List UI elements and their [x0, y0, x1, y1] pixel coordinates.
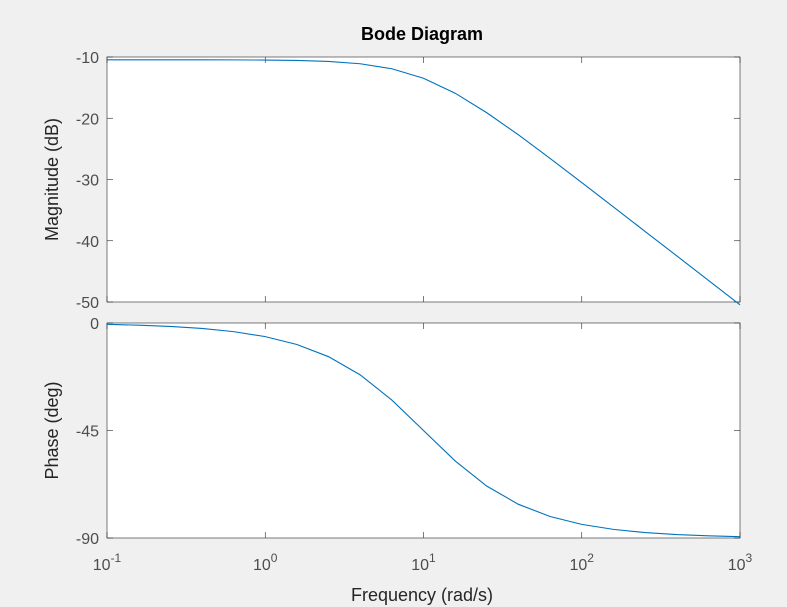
- x-tick-base: 10: [93, 557, 111, 574]
- chart-title: Bode Diagram: [361, 24, 483, 44]
- y-tick-label: -10: [76, 50, 99, 67]
- x-tick-base: 10: [728, 557, 746, 574]
- x-tick-base: 10: [411, 557, 429, 574]
- x-tick-label: 100: [253, 551, 278, 574]
- x-axis-label: Frequency (rad/s): [351, 585, 493, 605]
- y-tick-label: -45: [76, 424, 99, 441]
- y-axis-label: Phase (deg): [42, 381, 62, 479]
- y-tick-label: -20: [76, 111, 99, 128]
- x-tick-exponent: 2: [587, 551, 594, 565]
- x-tick-base: 10: [570, 557, 588, 574]
- x-tick-exponent: -1: [111, 551, 122, 565]
- y-tick-label: -30: [76, 173, 99, 190]
- plot-area: [106, 56, 741, 303]
- x-tick-exponent: 0: [271, 551, 278, 565]
- y-tick-label: 0: [90, 316, 99, 333]
- y-axis-label: Magnitude (dB): [42, 118, 62, 241]
- x-tick-label: 102: [570, 551, 595, 574]
- x-tick-label: 10-1: [93, 551, 122, 574]
- x-tick-label: 101: [411, 551, 436, 574]
- line: [106, 323, 741, 538]
- y-tick-label: -40: [76, 234, 99, 251]
- y-tick-label: -90: [76, 531, 99, 548]
- x-tick-exponent: 3: [746, 551, 753, 565]
- y-tick-label: -50: [76, 295, 99, 312]
- x-tick-base: 10: [253, 557, 271, 574]
- x-tick-exponent: 1: [429, 551, 436, 565]
- line: [107, 59, 741, 306]
- x-tick-label: 103: [728, 551, 753, 574]
